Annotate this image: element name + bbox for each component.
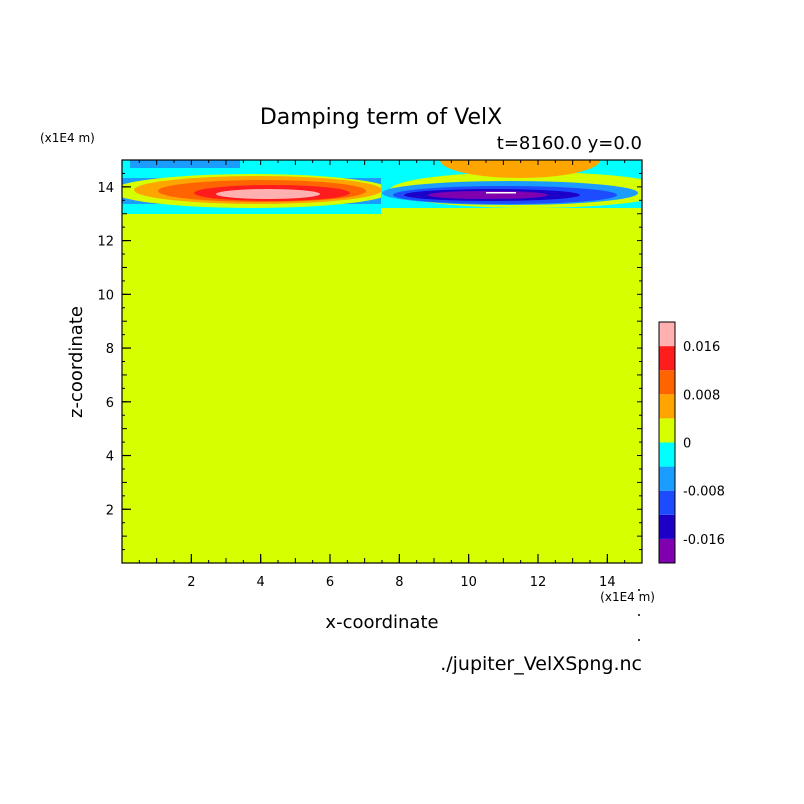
plot-area: 2 4 6 8 10 12 14 2 4 6 8 10 12 14: [97, 159, 643, 590]
chart-title: Damping term of VelX: [260, 105, 502, 130]
source-filename: ./jupiter_VelXSpng.nc: [440, 653, 642, 675]
colorbar-swatch: [659, 490, 675, 515]
colorbar-swatch: [659, 418, 675, 443]
colorbar-label: -0.008: [683, 485, 725, 500]
y-tick-label: 4: [106, 450, 114, 465]
x-tick-label: 8: [395, 575, 403, 590]
colorbar-swatch: [659, 514, 675, 539]
y-axis: 2 4 6 8 10 12 14: [97, 181, 131, 518]
x-tick-label: 14: [599, 575, 616, 590]
colorbar: 0.016 0.008 0 -0.008 -0.016: [658, 321, 725, 564]
colorbar-swatch: [659, 394, 675, 419]
marker-dot: [638, 614, 640, 616]
positive-structure: [122, 160, 381, 214]
colorbar-swatch: [659, 538, 675, 563]
marker-dot: [638, 639, 640, 641]
chart-subtitle: t=8160.0 y=0.0: [497, 133, 642, 154]
colorbar-label: 0.008: [683, 388, 720, 403]
marker-dot: [638, 589, 640, 591]
x-tick-label: 2: [187, 575, 195, 590]
x-axis: 2 4 6 8 10 12 14: [187, 554, 616, 590]
colorbar-swatch: [659, 466, 675, 491]
contour-field: [122, 160, 642, 214]
x-tick-label: 10: [460, 575, 477, 590]
x-tick-label: 4: [257, 575, 265, 590]
y-tick-label: 8: [106, 342, 114, 357]
y-tick-label: 2: [106, 503, 114, 518]
contour-level-pink-left: [216, 189, 320, 199]
negative-structure: [381, 160, 642, 208]
colorbar-swatch: [659, 370, 675, 395]
colorbar-swatch: [659, 346, 675, 371]
colorbar-label: -0.016: [683, 533, 725, 548]
colorbar-label: 0.016: [683, 340, 720, 355]
contour-level-purple-right: [428, 191, 548, 199]
y-tick-label: 12: [97, 235, 114, 250]
y-unit-label: (x1E4 m): [40, 131, 95, 145]
y-tick-label: 10: [97, 288, 114, 303]
y-tick-label: 6: [106, 396, 114, 411]
contour-highlight: [486, 192, 516, 194]
y-axis-label: z-coordinate: [66, 306, 87, 418]
y-tick-label: 14: [97, 181, 114, 196]
x-tick-label: 12: [530, 575, 547, 590]
background-level: [122, 160, 642, 563]
contour-edge-blue-left: [130, 160, 240, 168]
colorbar-frame: [658, 321, 676, 564]
x-axis-label: x-coordinate: [325, 612, 438, 633]
colorbar-label: 0: [683, 437, 691, 452]
contour-level-orange-right: [440, 160, 600, 178]
x-tick-label: 6: [326, 575, 334, 590]
colorbar-swatch: [659, 442, 675, 467]
colorbar-swatch: [659, 322, 675, 347]
x-unit-label: (x1E4 m): [600, 590, 655, 604]
